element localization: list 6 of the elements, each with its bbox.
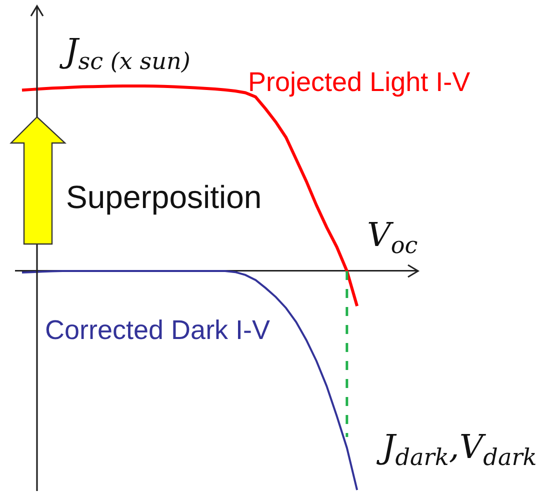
series-label: Projected Light I-V bbox=[248, 67, 470, 97]
annotation: Superposition bbox=[66, 179, 262, 215]
annotation: J$_{dark}$,V$_{dark}$ bbox=[376, 427, 537, 471]
text: J$_{sc (x sun)}$ bbox=[59, 31, 190, 75]
annotation: V$_{oc}$ bbox=[367, 215, 418, 259]
series-label: Corrected Dark I-V bbox=[45, 315, 270, 345]
